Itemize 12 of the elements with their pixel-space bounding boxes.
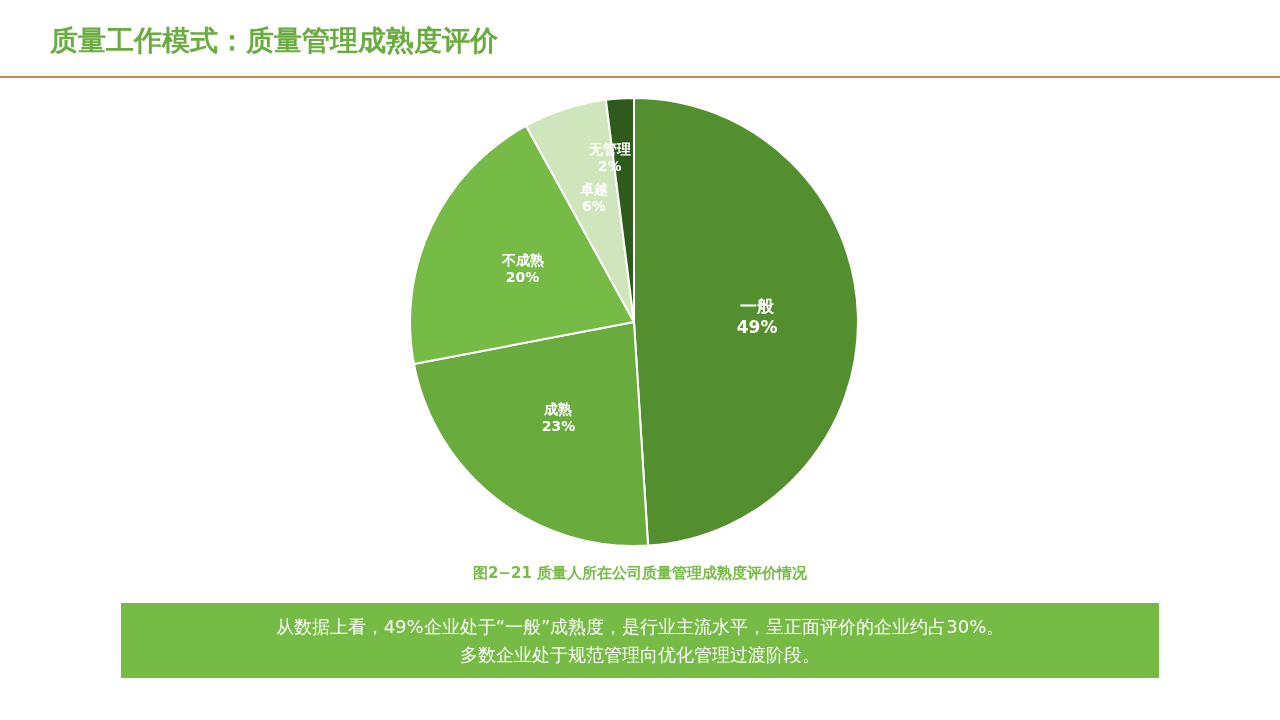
text: 多数企业处于规范管理向优化管理过渡阶段。 — [459, 642, 821, 667]
slice-label: 卓越 — [578, 180, 608, 197]
slice-label: 一般 — [740, 296, 776, 317]
data-label: 49% — [736, 317, 778, 338]
text: 从数据上看，49%企业处于“一般”成熟度，是行业主流水平，呈正面评价的企业约占30%。 — [274, 614, 1006, 639]
slice-label: 不成熟 — [500, 251, 544, 268]
slice-label: 成熟 — [543, 401, 573, 418]
data-label: 6% — [581, 197, 606, 214]
data-label: 23% — [541, 418, 576, 435]
chart-title: 质量工作模式：质量管理成熟度评价 — [50, 23, 498, 59]
caption: 图2−21 质量人所在公司质量管理成熟度评价情况 — [471, 564, 809, 583]
data-label: 20% — [505, 268, 540, 285]
